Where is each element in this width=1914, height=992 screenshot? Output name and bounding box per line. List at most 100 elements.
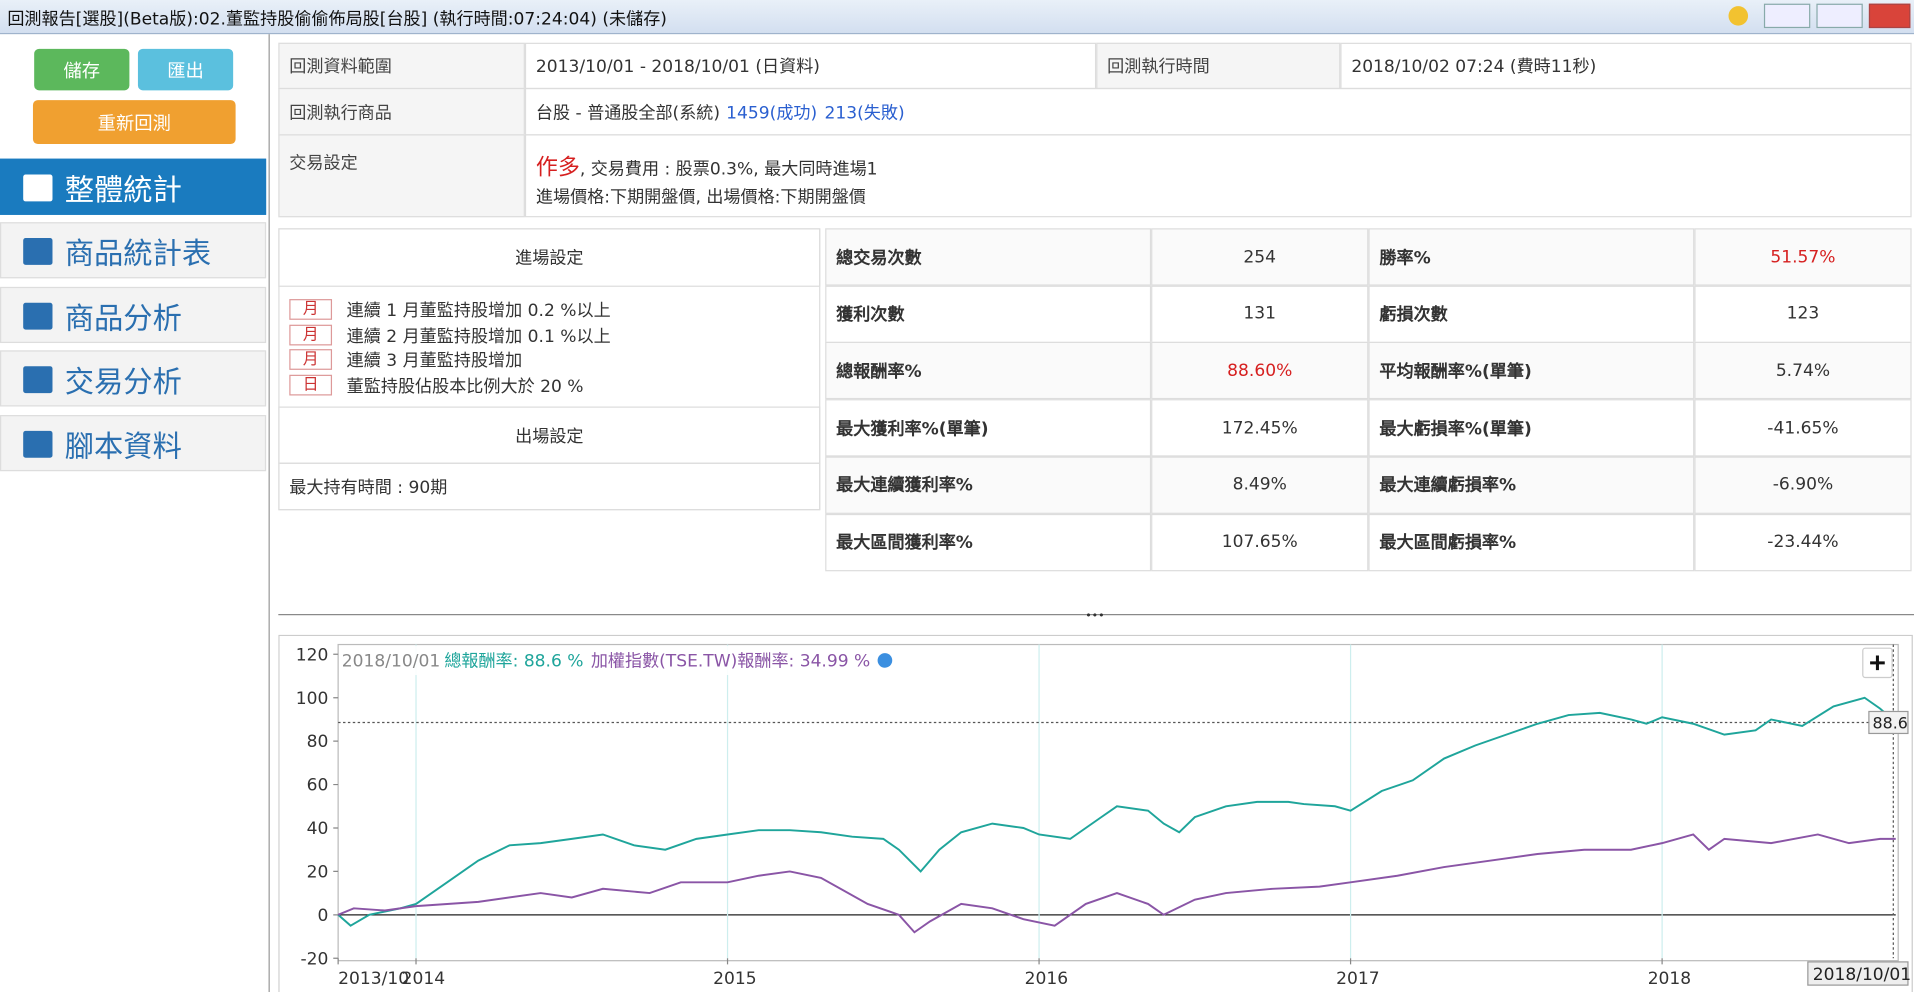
nav-item[interactable]: 腳本資料 [0, 415, 267, 472]
nav-label: 商品分析 [64, 300, 182, 336]
x-tick-label: 2018 [1648, 969, 1691, 989]
x-tick-label: 2014 [402, 969, 445, 989]
stat-label: 最大區間獲利率% [825, 513, 1152, 571]
x-tick-label: 2017 [1336, 969, 1379, 989]
series-line [337, 833, 1896, 934]
rule-freq: 月 [289, 299, 333, 320]
export-label: 匯出 [167, 59, 204, 82]
y-tick-label: 60 [307, 776, 329, 796]
stat-label: 總交易次數 [825, 228, 1152, 286]
exit-title: 出場設定 [278, 406, 821, 464]
legend-entry: 總報酬率: 88.6 % [444, 652, 583, 672]
crosshair-date-label: 2018/10/01 [1813, 965, 1911, 985]
price: 進場價格:下期開盤價, 出場價格:下期開盤價 [535, 187, 866, 208]
help-button[interactable] [1728, 6, 1749, 26]
info-value: 2018/10/02 07:24 (費時11秒) [1340, 42, 1912, 90]
rerun-button[interactable]: 重新回測 [32, 100, 236, 145]
stat-value: 131 [1151, 285, 1369, 343]
restore-button[interactable] [1816, 3, 1863, 29]
series-line [337, 696, 1897, 927]
legend-close [877, 653, 893, 668]
y-tick-label: 80 [307, 732, 329, 752]
stat-value: 123 [1694, 285, 1912, 343]
legend-entry: 加權指數(TSE.TW)報酬率: 34.99 % [591, 652, 870, 672]
stat-value: -23.44% [1694, 513, 1912, 571]
nav-item[interactable]: 商品統計表 [0, 222, 267, 279]
save-label: 儲存 [63, 59, 101, 82]
x-tick-label: 2015 [713, 969, 756, 989]
stat-value: 254 [1151, 228, 1369, 286]
splitter[interactable] [278, 614, 1914, 616]
chart-frame [278, 634, 1913, 992]
stat-value: -6.90% [1694, 456, 1912, 514]
y-tick-label: 0 [317, 906, 328, 926]
x-tick-label: 2013/10 [338, 969, 409, 989]
rule-text: 董監持股佔股本比例大於 20 % [346, 376, 584, 397]
fee: , 交易費用 : 股票0.3%, 最大同時進場1 [579, 159, 878, 180]
rule-freq: 日 [289, 374, 333, 395]
nav-item[interactable]: 交易分析 [0, 350, 267, 407]
nav-item[interactable]: 商品分析 [0, 286, 267, 344]
exit-text: 最大持有時間 : 90期 [278, 462, 821, 511]
stat-value: 107.65% [1151, 513, 1369, 571]
legend-box [339, 645, 877, 676]
y-tick-label: 100 [296, 689, 329, 709]
plot-area [337, 643, 1899, 962]
splitter-grip[interactable]: ••• [1085, 610, 1105, 623]
nav-icon [23, 302, 53, 330]
stat-label: 獲利次數 [825, 285, 1152, 343]
stat-value: 51.57% [1694, 228, 1912, 286]
y-tick-label: 40 [307, 819, 329, 839]
nav-icon [23, 238, 53, 265]
info-label: 回測執行商品 [278, 87, 525, 136]
stat-label: 最大獲利率%(單筆) [825, 399, 1152, 457]
save-button[interactable]: 儲存 [34, 48, 130, 91]
stat-label: 虧損次數 [1368, 285, 1695, 343]
nav-icon [23, 174, 53, 202]
rule-text: 連續 1 月董監持股增加 0.2 %以上 [346, 301, 611, 322]
stat-value: 172.45% [1151, 399, 1369, 457]
legend-date: 2018/10/01 [342, 652, 440, 672]
stat-label: 最大虧損率%(單筆) [1368, 399, 1695, 457]
rule-text: 連續 3 月董監持股增加 [346, 351, 523, 372]
info-value: 2013/10/01 - 2018/10/01 (日資料) [524, 42, 1097, 90]
stat-value: 8.49% [1151, 456, 1369, 514]
stat-value: -41.65% [1694, 399, 1912, 457]
stat-label: 最大連續虧損率% [1368, 456, 1695, 514]
info-label: 交易設定 [278, 134, 525, 218]
info-value: 台股 - 普通股全部(系統) 1459(成功) 213(失敗) [524, 87, 1912, 136]
fail-count[interactable]: 213(失敗) [824, 103, 905, 123]
crosshair-value-label: 88.6 [1873, 714, 1908, 733]
nav-icon [23, 366, 53, 394]
window-title: 回測報告[選股](Beta版):02.董監持股偷偷佈局股[台股] (執行時間:0… [7, 9, 667, 30]
close-button[interactable] [1868, 3, 1911, 29]
stat-label: 勝率% [1368, 228, 1695, 286]
minimize-button[interactable] [1763, 3, 1811, 29]
zoom-icon [1870, 655, 1885, 671]
y-tick-label: 120 [296, 645, 329, 665]
stat-value: 5.74% [1694, 342, 1912, 400]
nav-label: 腳本資料 [64, 429, 182, 464]
title-bar: 回測報告[選股](Beta版):02.董監持股偷偷佈局股[台股] (執行時間:0… [0, 0, 1914, 35]
stat-label: 平均報酬率%(單筆) [1368, 342, 1695, 400]
stat-label: 最大區間虧損率% [1368, 513, 1695, 571]
nav-item[interactable]: 整體統計 [0, 158, 267, 215]
rule-freq: 月 [289, 324, 333, 345]
entry-title: 進場設定 [278, 228, 821, 287]
nav-label: 交易分析 [64, 364, 182, 399]
stat-label: 總報酬率% [825, 342, 1152, 400]
rule-text: 連續 2 月董監持股增加 0.1 %以上 [346, 326, 611, 347]
success-count[interactable]: 1459(成功) [726, 103, 818, 123]
info-value: 作多, 交易費用 : 股票0.3%, 最大同時進場1 進場價格:下期開盤價, 出… [524, 134, 1912, 218]
stat-value: 88.60% [1151, 342, 1369, 400]
y-tick-label: -20 [300, 949, 328, 969]
nav-label: 商品統計表 [64, 236, 212, 271]
stat-label: 最大連續獲利率% [825, 456, 1152, 514]
nav-icon [23, 430, 53, 458]
sidebar-divider [268, 34, 270, 992]
export-button[interactable]: 匯出 [137, 48, 234, 91]
product: 台股 - 普通股全部(系統) [535, 103, 721, 123]
nav-label: 整體統計 [64, 172, 182, 207]
crosshair-label-box [1868, 710, 1909, 735]
